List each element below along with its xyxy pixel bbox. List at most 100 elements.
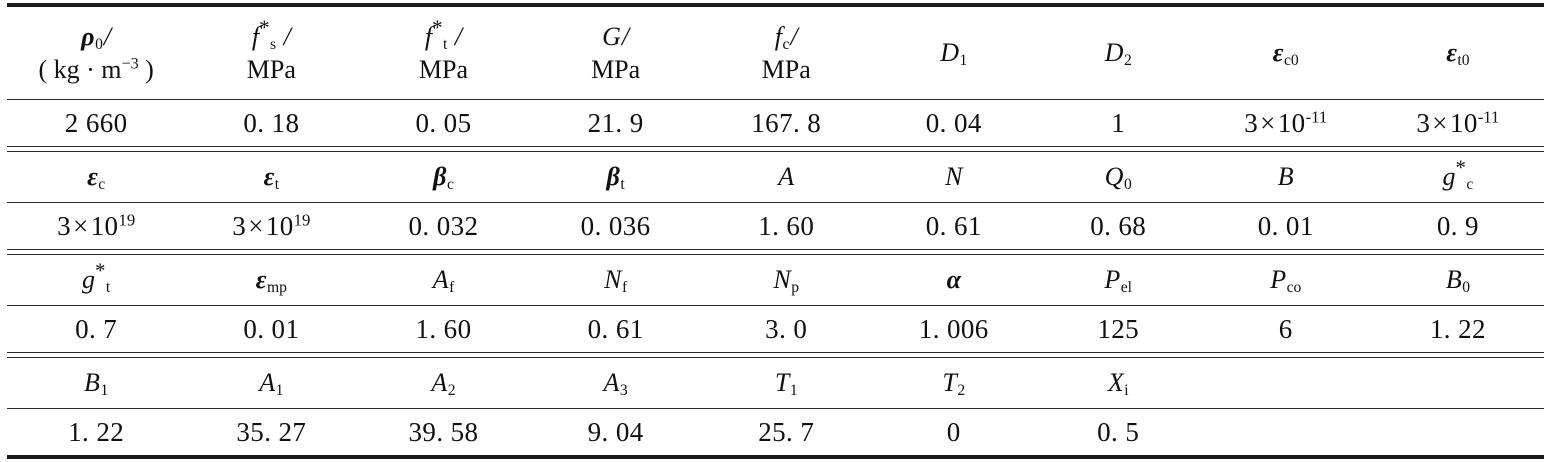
symbol-D: D (940, 38, 959, 68)
value-epsilon-mp: 0. 01 (243, 313, 300, 344)
header-cell-B: B (1200, 152, 1372, 202)
base: 10 (265, 210, 294, 241)
header-cell-Nf: Nf (530, 255, 702, 305)
subscript-f: f (449, 279, 455, 297)
header-cell-Pel: Pel (1037, 255, 1200, 305)
value-beta-c: 0. 032 (408, 210, 479, 241)
value-Pco: 6 (1278, 313, 1293, 344)
header-cell-A1: A1 (185, 358, 357, 408)
header-cell-D2: D2 (1037, 7, 1200, 99)
subscript-0: 0 (95, 35, 103, 53)
value-A3: 9. 04 (587, 416, 644, 447)
value-empty-1 (1200, 409, 1372, 455)
value-beta-t: 0. 036 (580, 210, 651, 241)
symbol-N: N (604, 265, 622, 295)
symbol-rho: ρ (81, 21, 95, 51)
header-cell-ft-star: f*t / MPa (357, 7, 529, 99)
subscript-c0: c0 (1283, 52, 1299, 70)
base: 10 (1449, 107, 1478, 138)
value-B0: 1. 22 (1429, 313, 1486, 344)
symbol-Q: Q (1104, 162, 1124, 192)
subscript-c: c (1466, 176, 1474, 194)
subscript-c: c (782, 35, 790, 53)
value-T1: 25. 7 (758, 416, 815, 447)
symbol-T: T (774, 368, 790, 398)
symbol-f: f (251, 21, 260, 51)
data-row-group-1: 2 660 0. 18 0. 05 21. 9 167. 8 0. 04 1 3… (7, 100, 1544, 146)
value-epsilon-t: 3×1019 (185, 203, 357, 249)
symbol-A: A (259, 368, 276, 398)
exponent: -11 (1305, 106, 1328, 126)
header-cell-gt-star: g*t (7, 255, 185, 305)
header-cell-epsilon-mp: εmp (185, 255, 357, 305)
header-cell-A2: A2 (357, 358, 529, 408)
symbol-f: f (424, 21, 433, 51)
symbol-B: B (1445, 265, 1462, 295)
value-empty-2 (1372, 409, 1544, 455)
value-G: 21. 9 (587, 107, 644, 138)
star-superscript: * (1455, 157, 1466, 181)
header-cell-alpha: α (871, 255, 1037, 305)
rule-bottom (7, 455, 1544, 459)
header-cell-D1: D1 (871, 7, 1037, 99)
subscript-1: 1 (959, 52, 968, 70)
value-D2: 1 (1111, 107, 1126, 138)
symbol-A: A (432, 265, 449, 295)
header-cell-epsilon-t: εt (185, 152, 357, 202)
header-cell-Q0: Q0 (1037, 152, 1200, 202)
header-cell-beta-c: βc (357, 152, 529, 202)
thin-rule (7, 408, 1544, 409)
header-cell-Pco: Pco (1200, 255, 1372, 305)
symbol-N: N (945, 162, 963, 192)
header-cell-empty-2 (1372, 358, 1544, 408)
header-cell-B0: B0 (1372, 255, 1544, 305)
value-A: 1. 60 (758, 210, 815, 241)
star-superscript: * (259, 16, 270, 40)
rule-under-header-4 (7, 408, 1544, 409)
exponent-minus3: −3 (121, 55, 139, 73)
subscript-mp: mp (266, 279, 287, 297)
mantissa: 3 (1416, 107, 1431, 138)
mantissa: 3 (232, 210, 247, 241)
value-epsilon-t0: 3×10-11 (1372, 100, 1544, 146)
header-cell-rho0: ρ0/ ( kg · m−3 ) (7, 7, 185, 99)
header-cell-N: N (871, 152, 1037, 202)
subscript-c: c (446, 176, 454, 194)
unit-mpa: MPa (761, 55, 811, 84)
value-Xi: 0. 5 (1097, 416, 1140, 447)
value-ft-star: 0. 05 (415, 107, 472, 138)
base: 10 (1277, 107, 1306, 138)
value-fc: 167. 8 (751, 107, 822, 138)
base: 10 (90, 210, 119, 241)
slash: / (277, 21, 291, 51)
thin-rule (7, 202, 1544, 203)
rule-group-separator-2 (7, 249, 1544, 255)
header-cell-A3: A3 (530, 358, 702, 408)
subscript-t: t (620, 176, 625, 194)
header-row-group-2: εc εt βc βt A N Q0 (7, 152, 1544, 202)
value-A1: 35. 27 (236, 416, 307, 447)
times-sign: × (73, 210, 89, 241)
value-Nf: 0. 61 (587, 313, 644, 344)
symbol-beta: β (606, 162, 620, 192)
symbol-A: A (603, 368, 620, 398)
parameter-table-container: ρ0/ ( kg · m−3 ) f*s / MPa f*t / MPa G/ … (7, 0, 1544, 459)
exponent: 19 (118, 209, 136, 229)
slash: / (448, 21, 463, 51)
subscript-2: 2 (1123, 52, 1132, 70)
symbol-B: B (84, 368, 100, 398)
subscript-1: 1 (789, 382, 798, 400)
symbol-epsilon: ε (87, 162, 98, 192)
subscript-1: 1 (100, 382, 109, 400)
header-cell-A: A (702, 152, 871, 202)
value-gt-star: 0. 7 (75, 313, 118, 344)
symbol-epsilon: ε (1446, 38, 1457, 68)
subscript-c: c (98, 176, 106, 194)
slash: / (621, 21, 630, 51)
double-rule (7, 146, 1544, 152)
subscript-2: 2 (957, 382, 966, 400)
unit-kg-m3: ( kg · m−3 ) (38, 55, 154, 84)
header-cell-fs-star: f*s / MPa (185, 7, 357, 99)
subscript-p: p (791, 279, 800, 297)
thick-rule (7, 455, 1544, 459)
